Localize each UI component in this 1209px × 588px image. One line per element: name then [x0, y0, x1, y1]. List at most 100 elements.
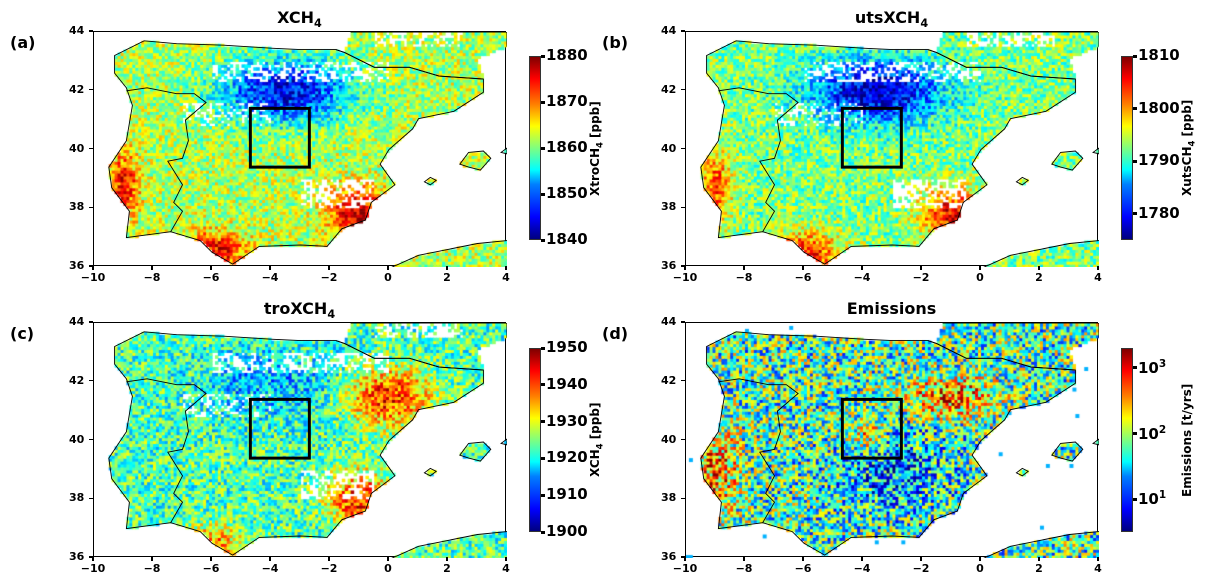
colorbar-label-subscript: 4 [1186, 140, 1197, 147]
colorbar-tick-label: 1880 [546, 46, 588, 64]
colorbar-label-text: XtroCH [588, 147, 602, 196]
y-tick-label: 40 [661, 141, 677, 155]
coastline-minorca [1092, 147, 1099, 155]
colorbar-tick-label: 1850 [546, 184, 588, 202]
y-tick-mark [681, 265, 685, 267]
x-tick-mark [979, 266, 981, 270]
colorbar-tick-label: 1860 [546, 138, 588, 156]
coastline-africa [391, 531, 507, 558]
x-tick-label: −8 [735, 562, 753, 575]
colorbar-tick-mark [541, 146, 545, 150]
coastline-africa [391, 240, 507, 267]
x-tick-mark [861, 266, 863, 270]
border-france-spain [335, 340, 484, 371]
map-axes [685, 31, 1099, 267]
map-heatmap [94, 32, 507, 267]
y-tick-mark [89, 30, 93, 32]
x-tick-label: 0 [384, 562, 392, 575]
panel-label: (c) [10, 324, 35, 343]
colorbar-label: XtroCH4 [ppb] [588, 101, 604, 196]
y-tick-label: 40 [69, 141, 85, 155]
x-tick-mark [979, 557, 981, 561]
coastline-france [350, 323, 507, 338]
x-tick-label: −10 [672, 271, 698, 284]
coastline-ibiza [423, 176, 438, 186]
x-tick-label: −10 [80, 271, 106, 284]
y-tick-mark [681, 147, 685, 150]
x-tick-label: −6 [794, 271, 812, 284]
colorbar-tick-exponent: 3 [1158, 357, 1167, 370]
colorbar-label-subscript: 4 [594, 141, 605, 148]
x-tick-label: 4 [502, 562, 510, 575]
x-tick-mark [269, 557, 271, 561]
x-tick-mark [920, 557, 922, 561]
x-tick-mark [684, 557, 686, 561]
x-tick-label: −2 [320, 562, 338, 575]
coastline-africa [983, 240, 1099, 267]
colorbar-tick-mark [541, 54, 545, 58]
x-tick-mark [446, 557, 448, 561]
x-tick-label: 4 [502, 271, 510, 284]
x-tick-mark [505, 266, 507, 270]
x-tick-label: 0 [384, 271, 392, 284]
map-heatmap [686, 323, 1099, 558]
y-tick-mark [681, 30, 685, 32]
x-tick-label: −2 [912, 271, 930, 284]
y-tick-mark [89, 497, 93, 499]
y-tick-label: 44 [661, 315, 677, 328]
x-tick-label: −8 [735, 271, 753, 284]
coastline-minorca [1092, 438, 1099, 446]
x-tick-mark [505, 557, 507, 561]
x-tick-mark [743, 557, 745, 561]
x-tick-mark [1038, 266, 1040, 270]
study-region-box [248, 106, 311, 169]
colorbar-tick-label: 1940 [546, 374, 588, 393]
coastline-mallorca [459, 441, 492, 462]
coastline-mallorca [459, 150, 492, 171]
colorbar-tick-label: 1910 [546, 485, 588, 504]
y-tick-mark [681, 321, 685, 323]
colorbar-label-text: XCH [588, 449, 602, 477]
y-tick-mark [89, 265, 93, 267]
y-tick-label: 44 [69, 24, 85, 37]
colorbar-tick-mark [1133, 497, 1137, 501]
x-tick-mark [328, 266, 330, 270]
x-tick-label: 0 [976, 562, 984, 575]
x-tick-mark [269, 266, 271, 270]
y-tick-mark [89, 206, 93, 208]
y-tick-mark [89, 321, 93, 323]
map-axes [93, 31, 507, 267]
colorbar-tick-mark [541, 100, 545, 104]
y-tick-mark [681, 380, 685, 382]
coastline-overlay [700, 32, 1099, 267]
border-portugal-spain [718, 378, 799, 523]
colorbar-tick-mark [1133, 107, 1137, 111]
x-tick-label: −10 [672, 562, 698, 575]
x-tick-label: −2 [912, 562, 930, 575]
colorbar-tick-label: 1810 [1138, 46, 1180, 64]
colorbar-tick-mark [1133, 159, 1137, 163]
border-france-spain [927, 49, 1076, 80]
colorbar-tick-base: 10 [1138, 490, 1159, 509]
coastline-france [350, 32, 507, 47]
x-tick-mark [1097, 266, 1099, 270]
x-tick-mark [1038, 557, 1040, 561]
x-tick-mark [802, 557, 804, 561]
colorbar-label-subscript: 4 [594, 443, 605, 450]
study-region-box [840, 397, 903, 460]
colorbar-tick-label: 101 [1138, 489, 1166, 508]
coastline-iberia [108, 331, 484, 556]
coastline-minorca [500, 147, 507, 155]
x-tick-mark [92, 557, 94, 561]
colorbar-label-unit: [ppb] [1180, 99, 1194, 141]
y-tick-mark [681, 89, 685, 91]
x-tick-label: −10 [80, 562, 106, 575]
colorbar-tick-mark [541, 346, 545, 350]
y-tick-label: 36 [69, 550, 85, 563]
y-tick-label: 38 [69, 491, 85, 505]
x-tick-label: −4 [853, 271, 871, 284]
panel-title: XCH4 [93, 8, 506, 30]
colorbar-tick-label: 1930 [546, 411, 588, 430]
y-tick-label: 44 [661, 24, 677, 37]
coastline-france [942, 323, 1099, 338]
